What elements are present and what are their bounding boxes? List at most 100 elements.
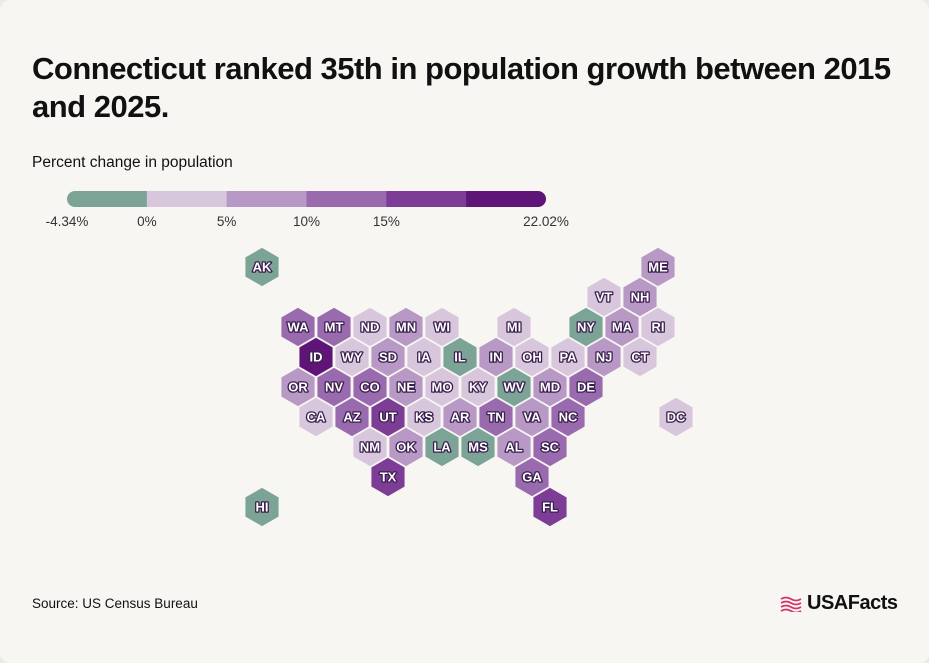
state-hex-ct[interactable]: CT: [621, 336, 659, 378]
legend-segment: [226, 191, 307, 207]
state-hex-ar[interactable]: AR: [441, 396, 479, 438]
state-label: UT: [379, 410, 396, 425]
state-label: NM: [360, 440, 380, 455]
state-label: NY: [577, 320, 595, 335]
state-hex-in[interactable]: IN: [477, 336, 515, 378]
state-label: GA: [522, 470, 542, 485]
state-label: LA: [433, 440, 451, 455]
state-hex-ky[interactable]: KY: [459, 366, 497, 408]
state-label: NV: [325, 380, 343, 395]
state-hex-co[interactable]: CO: [351, 366, 389, 408]
state-label: DC: [667, 410, 686, 425]
state-label: RI: [652, 320, 665, 335]
legend-segment: [146, 191, 228, 207]
state-hex-pa[interactable]: PA: [549, 336, 587, 378]
state-hex-tn[interactable]: TN: [477, 396, 515, 438]
legend-segment: [386, 191, 467, 207]
state-hex-ok[interactable]: OK: [387, 426, 425, 468]
state-label: KS: [415, 410, 433, 425]
state-hex-la[interactable]: LA: [423, 426, 461, 468]
state-hex-ca[interactable]: CA: [297, 396, 335, 438]
legend-tick-label: 15%: [373, 214, 400, 229]
state-hex-ga[interactable]: GA: [513, 456, 551, 498]
state-label: AK: [253, 260, 272, 275]
state-hex-al[interactable]: AL: [495, 426, 533, 468]
state-label: IA: [418, 350, 432, 365]
state-label: NH: [631, 290, 650, 305]
state-hex-map: AK ME VT NH WA MT ND MN WI MI NY MA RI ID WY SD IA IL IN OH…: [243, 246, 695, 528]
hex-shape: [621, 336, 659, 378]
state-hex-ut[interactable]: UT: [369, 396, 407, 438]
legend-tick-label: 0%: [137, 214, 157, 229]
state-label: ID: [310, 350, 323, 365]
state-hex-ri[interactable]: RI: [639, 306, 677, 348]
state-hex-nc[interactable]: NC: [549, 396, 587, 438]
brand-name: USAFacts: [807, 592, 898, 614]
state-hex-ms[interactable]: MS: [459, 426, 497, 468]
state-hex-fl[interactable]: FL: [531, 486, 569, 528]
state-label: MA: [612, 320, 633, 335]
state-label: VA: [523, 410, 541, 425]
state-label: ND: [361, 320, 380, 335]
state-hex-vt[interactable]: VT: [585, 276, 623, 318]
brand-logo: USAFacts: [779, 592, 898, 615]
flag-icon: [780, 596, 802, 612]
state-hex-dc[interactable]: DC: [657, 396, 695, 438]
state-hex-oh[interactable]: OH: [513, 336, 551, 378]
state-hex-ak[interactable]: AK: [243, 246, 281, 288]
state-label: CA: [307, 410, 326, 425]
state-label: OK: [396, 440, 416, 455]
hex-shape: [531, 486, 569, 528]
state-label: PA: [559, 350, 577, 365]
state-hex-ks[interactable]: KS: [405, 396, 443, 438]
state-label: MI: [507, 320, 521, 335]
state-hex-wv[interactable]: WV: [495, 366, 533, 408]
legend-segment: [306, 191, 387, 207]
hex-shape: [423, 426, 461, 468]
state-hex-nd[interactable]: ND: [351, 306, 389, 348]
state-label: NC: [559, 410, 578, 425]
state-hex-ny[interactable]: NY: [567, 306, 605, 348]
state-hex-de[interactable]: DE: [567, 366, 605, 408]
hex-shape: [243, 246, 281, 288]
state-hex-mi[interactable]: MI: [495, 306, 533, 348]
legend-segment: [67, 191, 148, 207]
state-hex-mn[interactable]: MN: [387, 306, 425, 348]
hex-shape: [297, 396, 335, 438]
state-label: SD: [379, 350, 397, 365]
state-hex-wy[interactable]: WY: [333, 336, 371, 378]
state-label: CO: [360, 380, 380, 395]
state-label: FL: [542, 500, 558, 515]
state-label: DE: [577, 380, 595, 395]
state-label: SC: [541, 440, 560, 455]
state-hex-nj[interactable]: NJ: [585, 336, 623, 378]
state-hex-mt[interactable]: MT: [315, 306, 353, 348]
state-hex-nh[interactable]: NH: [621, 276, 659, 318]
state-hex-tx[interactable]: TX: [369, 456, 407, 498]
source-note: Source: US Census Bureau: [32, 596, 198, 611]
state-label: MO: [432, 380, 453, 395]
legend-tick-label: -4.34%: [46, 214, 89, 229]
state-hex-ma[interactable]: MA: [603, 306, 641, 348]
state-label: AR: [451, 410, 470, 425]
legend-tick-label: 22.02%: [523, 214, 569, 229]
state-label: NE: [397, 380, 415, 395]
state-label: IN: [490, 350, 503, 365]
state-hex-sd[interactable]: SD: [369, 336, 407, 378]
legend-title: Percent change in population: [32, 154, 233, 171]
state-hex-mo[interactable]: MO: [423, 366, 461, 408]
hex-shape: [657, 396, 695, 438]
state-label: VT: [596, 290, 613, 305]
state-hex-ne[interactable]: NE: [387, 366, 425, 408]
state-label: MT: [325, 320, 344, 335]
state-hex-nm[interactable]: NM: [351, 426, 389, 468]
state-label: AZ: [343, 410, 360, 425]
state-label: MD: [540, 380, 560, 395]
state-hex-hi[interactable]: HI: [243, 486, 281, 528]
state-label: TX: [380, 470, 397, 485]
hex-shape: [243, 486, 281, 528]
state-label: CT: [631, 350, 648, 365]
hex-shape: [459, 426, 497, 468]
state-label: OH: [522, 350, 542, 365]
